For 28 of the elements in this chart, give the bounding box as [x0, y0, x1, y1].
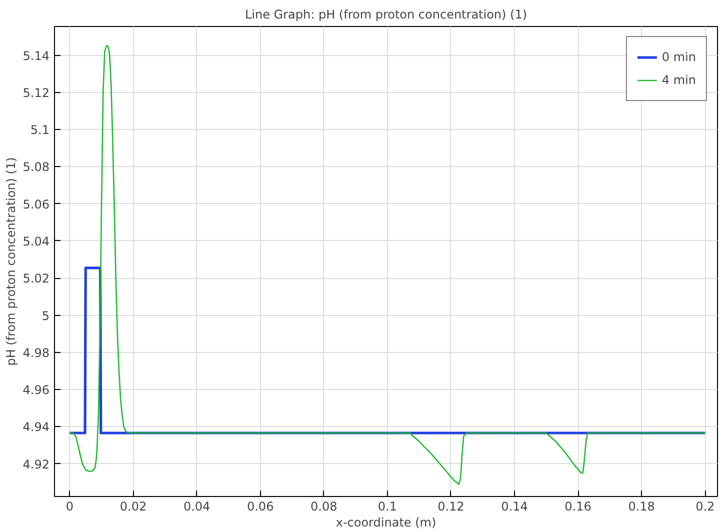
x-tick-label: 0.08: [310, 500, 338, 514]
x-tick-label: 0.12: [438, 500, 464, 514]
y-tick-label: 4.94: [22, 420, 50, 434]
y-tick-label: 4.96: [22, 383, 50, 398]
y-tick-label: 5.08: [22, 160, 50, 174]
y-tick-label: 4.98: [22, 346, 50, 360]
x-axis-title: x-coordinate (m): [336, 516, 436, 530]
y-tick-label: 5.06: [22, 197, 50, 212]
chart-title: Line Graph: pH (from proton concentration) (1): [244, 8, 528, 22]
x-tick-label: 0.1: [378, 500, 397, 514]
x-tick-label: 0.14: [501, 500, 528, 514]
legend-label: 0 min: [662, 50, 696, 64]
y-tick-label: 5.1: [30, 123, 50, 138]
y-tick-label: 5: [42, 308, 50, 323]
x-tick-label: 0: [66, 500, 74, 514]
x-tick-label: 0.04: [183, 500, 210, 514]
y-tick-label: 5.02: [22, 272, 50, 286]
y-tick-label: 5.04: [22, 234, 50, 248]
y-axis-title: pH (from proton concentration) (1): [4, 157, 18, 366]
y-tick-label: 5.12: [22, 86, 50, 100]
y-tick-label: 4.92: [22, 457, 50, 472]
x-tick-label: 0.16: [564, 500, 592, 514]
x-tick-label: 0.06: [247, 500, 274, 514]
x-tick-label: 0.02: [120, 500, 147, 514]
y-tick-label: 5.14: [22, 48, 50, 63]
legend-label: 4 min: [662, 73, 696, 87]
x-tick-label: 0.2: [696, 500, 715, 514]
x-tick-label: 0.18: [628, 500, 655, 514]
